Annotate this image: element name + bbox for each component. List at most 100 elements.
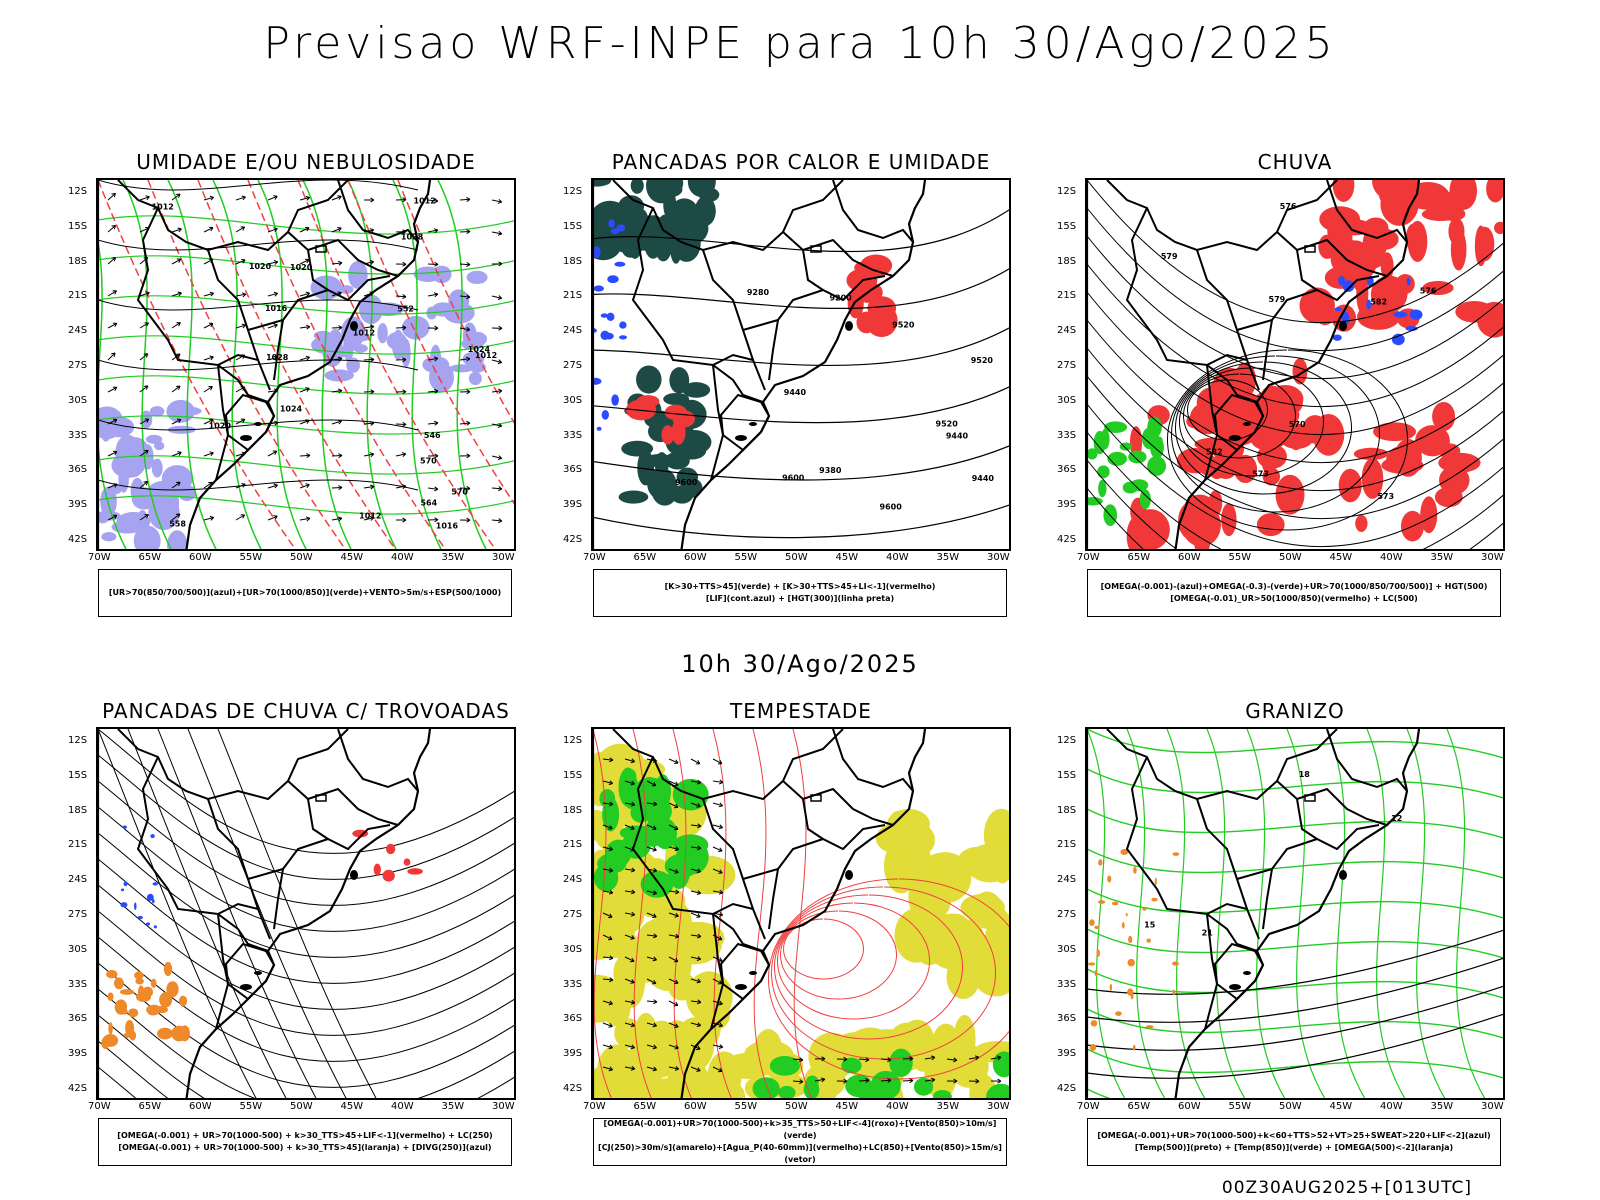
contour-label: 570 bbox=[420, 456, 437, 465]
lat-tick-label: 42S bbox=[68, 534, 88, 545]
contour-label: 1012 bbox=[359, 512, 381, 521]
contour-label: 9440 bbox=[784, 388, 807, 397]
legend-line: [OMEGA(-0.001) + UR>70(1000-500) + k>30_… bbox=[117, 1131, 493, 1140]
lon-tick-label: 60W bbox=[1178, 1101, 1201, 1112]
legend-line: [OMEGA(-0.01)_UR>50(1000/850)(vermelho) … bbox=[1170, 594, 1418, 603]
contour-label: 9520 bbox=[892, 321, 915, 330]
lon-tick-label: 35W bbox=[1430, 1101, 1454, 1112]
lon-tick-label: 40W bbox=[886, 1101, 909, 1112]
lat-tick-label: 42S bbox=[1057, 534, 1077, 545]
lat-tick-label: 30S bbox=[1057, 394, 1077, 406]
lat-tick-label: 39S bbox=[1057, 1048, 1077, 1060]
contour-label: 582 bbox=[1370, 297, 1387, 306]
lon-tick-label: 50W bbox=[290, 552, 313, 563]
lat-tick-label: 18S bbox=[1057, 255, 1077, 267]
lat-tick-label: 15S bbox=[563, 769, 583, 781]
lat-tick-label: 39S bbox=[68, 1048, 88, 1060]
legend-line: [OMEGA(-0.001)-(azul)+OMEGA(-0.3)-(verde… bbox=[1100, 582, 1488, 591]
lat-tick-label: 36S bbox=[68, 1013, 88, 1025]
contour-label: 576 bbox=[1420, 287, 1437, 296]
contour-label: 9280 bbox=[747, 288, 770, 297]
panel-legend: [OMEGA(-0.001) + UR>70(1000-500) + k>30_… bbox=[98, 1118, 512, 1166]
lat-tick-label: 21S bbox=[563, 839, 583, 851]
contour-label: 9600 bbox=[675, 478, 698, 487]
lon-tick-label: 60W bbox=[684, 552, 707, 563]
lat-tick-label: 15S bbox=[563, 220, 583, 232]
legend-line: [OMEGA(-0.001)+UR>70(1000-500)+k>35_TTS>… bbox=[603, 1119, 997, 1140]
contour-label: 1020 bbox=[249, 262, 272, 271]
lat-tick-label: 24S bbox=[68, 325, 88, 337]
lat-tick-label: 21S bbox=[68, 290, 88, 302]
lon-tick-label: 65W bbox=[1127, 1101, 1151, 1112]
map-panel bbox=[591, 727, 1011, 1100]
lon-tick-label: 60W bbox=[684, 1101, 707, 1112]
lat-tick-label: 18S bbox=[563, 804, 583, 816]
lon-tick-label: 65W bbox=[138, 552, 162, 563]
lon-tick-label: 45W bbox=[835, 552, 859, 563]
map-panel: 12 15 18 21 bbox=[1085, 727, 1505, 1100]
lat-tick-label: 30S bbox=[563, 394, 583, 406]
contour-label: 546 bbox=[424, 431, 441, 440]
lat-tick-label: 21S bbox=[1057, 290, 1077, 302]
lon-tick-label: 35W bbox=[441, 1101, 465, 1112]
lon-tick-label: 35W bbox=[936, 552, 960, 563]
lat-tick-label: 27S bbox=[563, 909, 583, 920]
contour-label: 576 bbox=[1280, 202, 1297, 211]
lat-tick-label: 42S bbox=[68, 1083, 88, 1094]
lat-tick-label: 30S bbox=[1057, 943, 1077, 955]
contour-label: 1024 bbox=[280, 405, 303, 414]
lon-tick-label: 30W bbox=[492, 1101, 515, 1112]
contour-label: 1012 bbox=[152, 202, 174, 211]
lon-tick-label: 60W bbox=[189, 1101, 212, 1112]
contour-label: 1028 bbox=[401, 232, 424, 241]
lon-tick-label: 65W bbox=[138, 1101, 162, 1112]
panel-legend: [OMEGA(-0.001)+UR>70(1000-500)+k<60+TTS>… bbox=[1087, 1118, 1501, 1166]
contour-label: 1012 bbox=[353, 328, 375, 337]
lon-tick-label: 50W bbox=[290, 1101, 313, 1112]
lat-tick-label: 33S bbox=[563, 978, 583, 990]
lat-tick-label: 27S bbox=[68, 909, 88, 920]
contour-label: 9440 bbox=[972, 474, 995, 483]
contour-label: 573 bbox=[1377, 492, 1394, 501]
lat-tick-label: 36S bbox=[563, 464, 583, 476]
lon-tick-label: 30W bbox=[492, 552, 515, 563]
lat-tick-label: 15S bbox=[68, 220, 88, 232]
lat-tick-label: 12S bbox=[1057, 735, 1077, 746]
contour-label: 15 bbox=[1144, 920, 1156, 929]
lon-tick-label: 45W bbox=[835, 1101, 859, 1112]
panel-legend: [UR>70(850/700/500)](azul)+[UR>70(1000/8… bbox=[98, 569, 512, 617]
lon-tick-label: 30W bbox=[987, 1101, 1010, 1112]
lat-tick-label: 18S bbox=[68, 255, 88, 267]
contour-label: 9520 bbox=[971, 356, 994, 365]
lon-tick-label: 40W bbox=[1380, 1101, 1403, 1112]
lon-tick-label: 40W bbox=[1380, 552, 1403, 563]
lat-tick-label: 33S bbox=[1057, 978, 1077, 990]
legend-line: [LIF](cont.azul) + [HGT(300)](linha pret… bbox=[705, 594, 895, 603]
lon-tick-label: 55W bbox=[1228, 1101, 1252, 1112]
contour-label: 9600 bbox=[782, 473, 805, 482]
contour-label: 18 bbox=[1299, 770, 1311, 779]
lat-tick-label: 24S bbox=[1057, 874, 1077, 886]
lat-tick-label: 42S bbox=[563, 1083, 583, 1094]
forecast-time: 10h 30/Ago/2025 bbox=[681, 650, 919, 678]
lat-tick-label: 18S bbox=[563, 255, 583, 267]
contour-label: 9600 bbox=[880, 502, 903, 511]
lat-tick-label: 39S bbox=[1057, 499, 1077, 511]
lon-tick-label: 45W bbox=[340, 552, 364, 563]
lon-tick-label: 45W bbox=[340, 1101, 364, 1112]
contour-label: 9440 bbox=[946, 431, 969, 440]
forecast-stamp: 00Z30AUG2025+[013UTC] bbox=[1221, 1178, 1472, 1198]
lon-tick-label: 60W bbox=[189, 552, 212, 563]
lon-tick-label: 45W bbox=[1329, 1101, 1353, 1112]
lon-tick-label: 55W bbox=[734, 1101, 758, 1112]
panel-title: CHUVA bbox=[1257, 150, 1333, 174]
contour-label: 579 bbox=[1269, 295, 1286, 304]
lon-tick-label: 40W bbox=[391, 552, 414, 563]
legend-line: [UR>70(850/700/500)](azul)+[UR>70(1000/8… bbox=[108, 588, 502, 597]
legend-line: [OMEGA(-0.001) + UR>70(1000-500) + k>30_… bbox=[118, 1143, 492, 1152]
lat-tick-label: 33S bbox=[1057, 429, 1077, 441]
lat-tick-label: 18S bbox=[68, 804, 88, 816]
panel-legend: [K>30+TTS>45](verde) + [K>30+TTS>45+LI<-… bbox=[593, 569, 1007, 617]
lat-tick-label: 42S bbox=[563, 534, 583, 545]
lon-tick-label: 65W bbox=[633, 1101, 657, 1112]
